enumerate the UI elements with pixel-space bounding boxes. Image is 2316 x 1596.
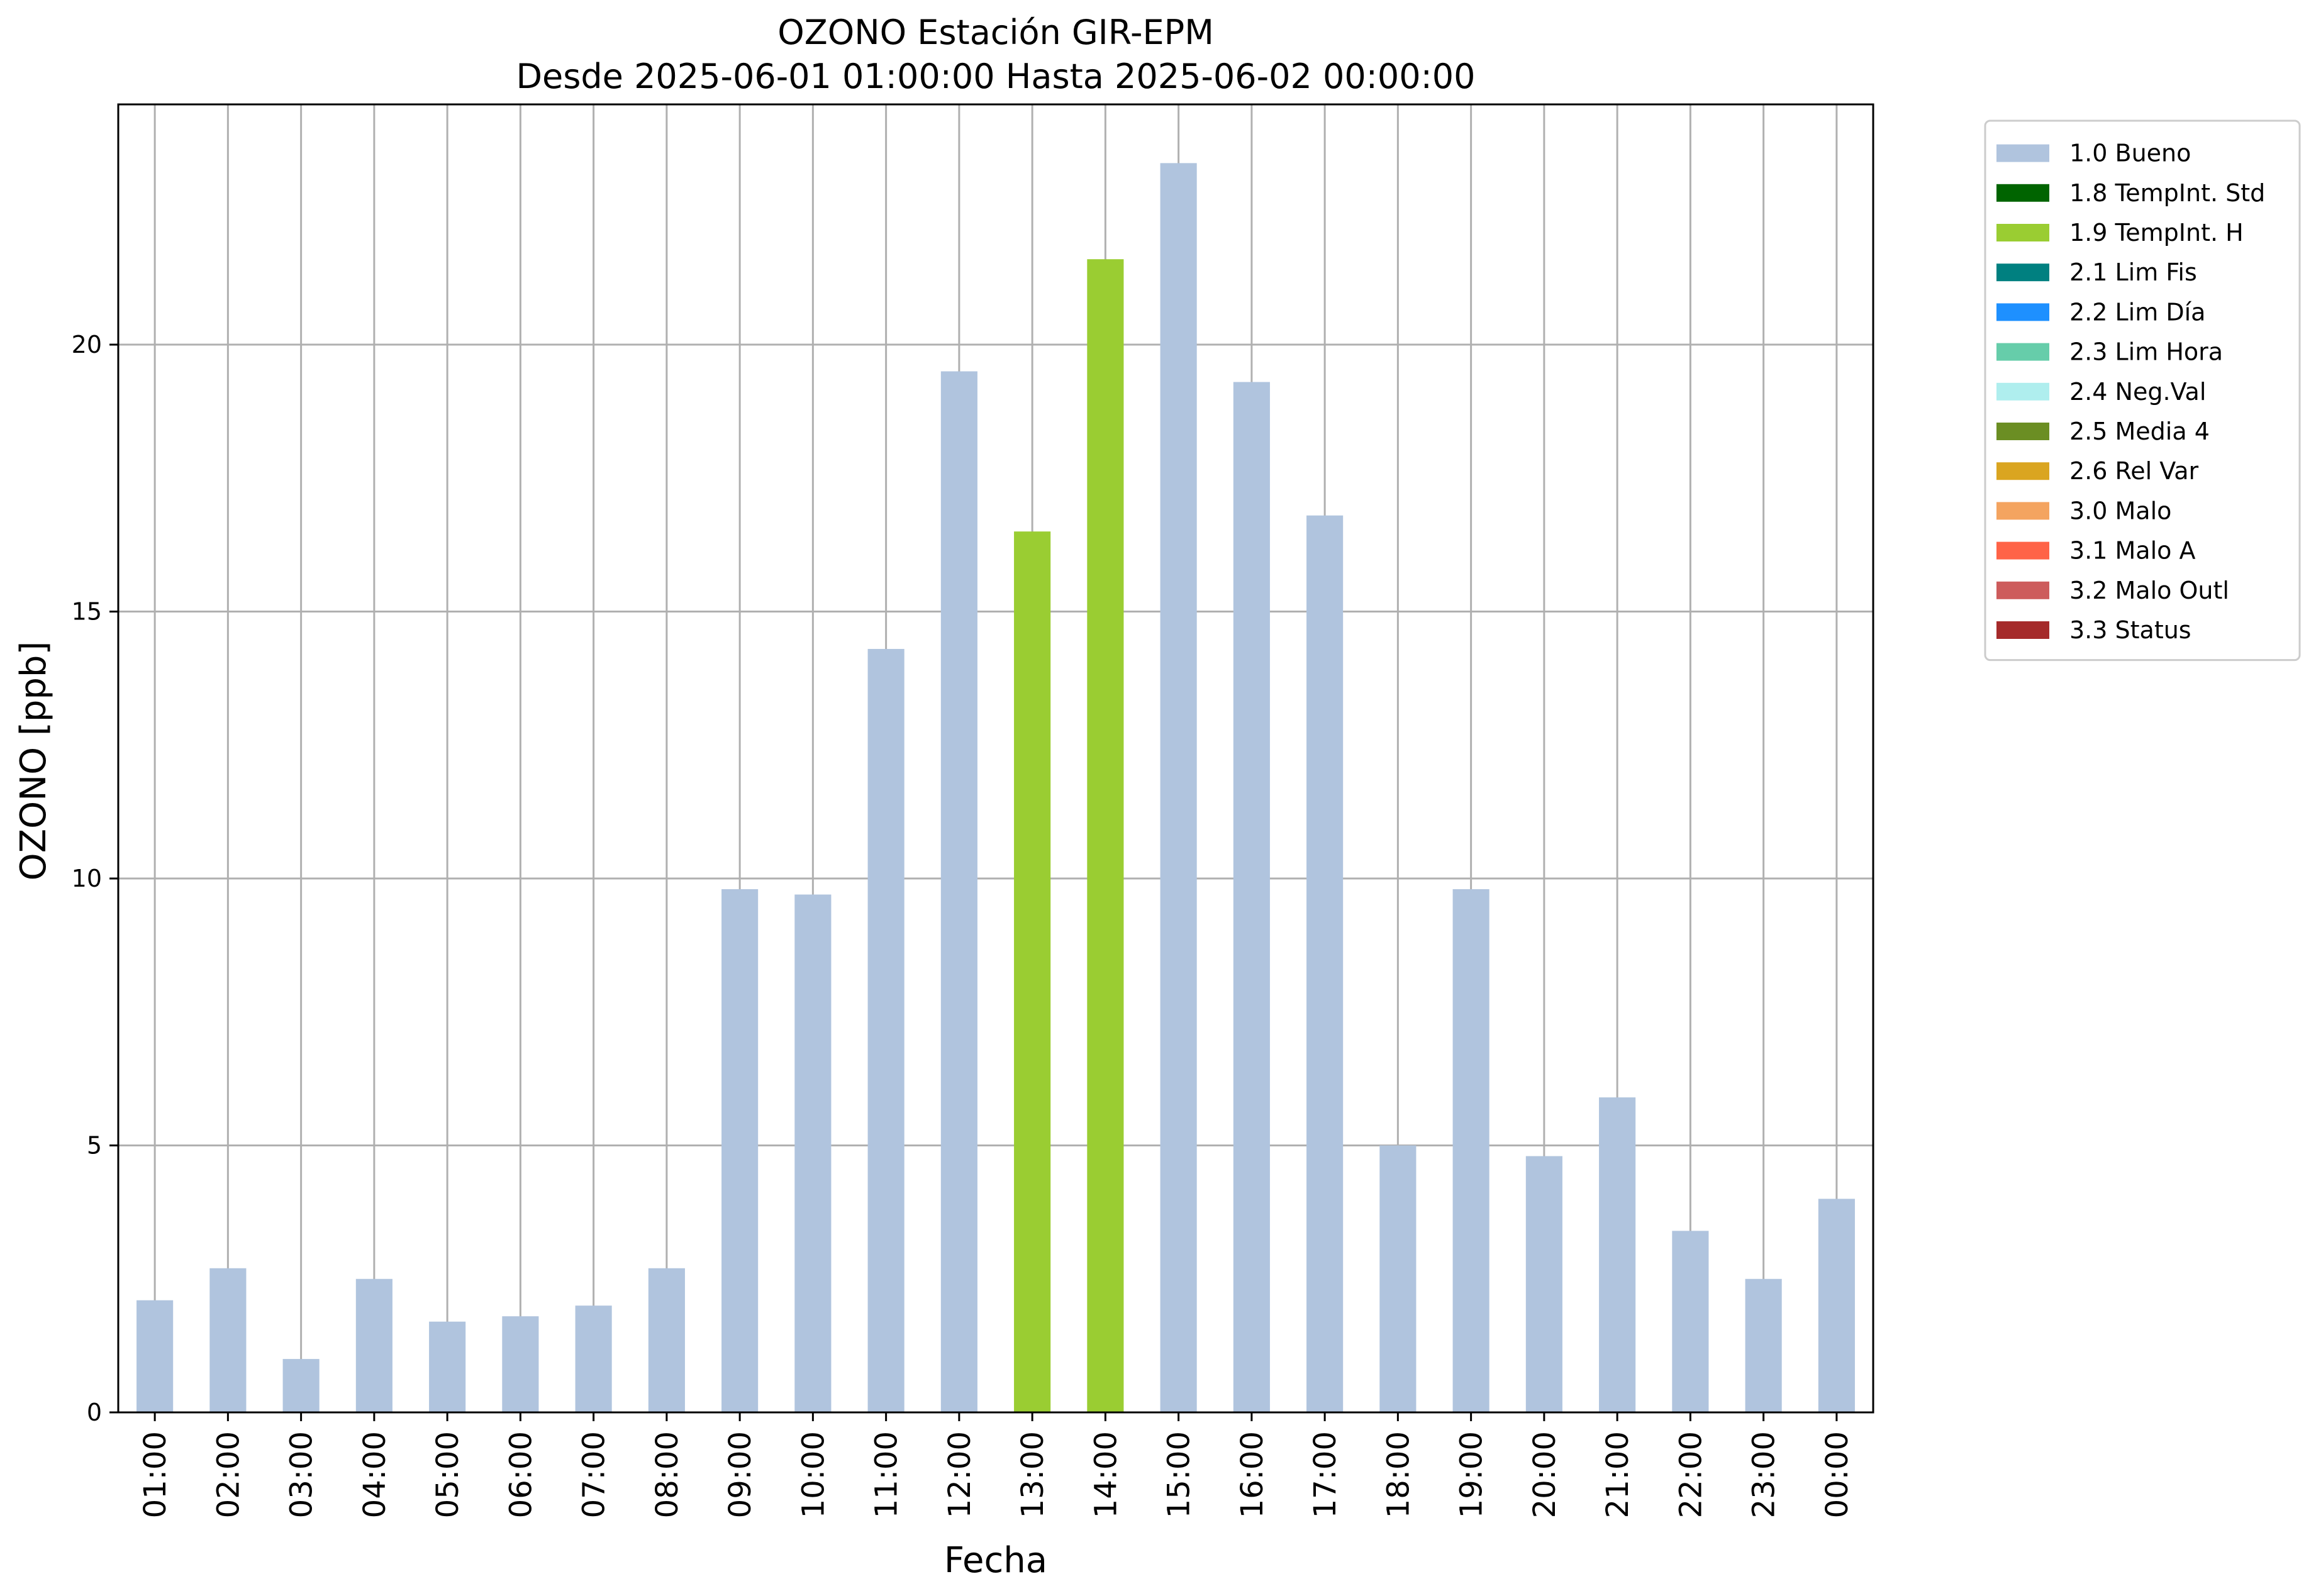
legend-label: 3.3 Status xyxy=(2069,616,2191,644)
legend-swatch xyxy=(1996,502,2049,520)
bar xyxy=(282,1359,320,1412)
x-tick-label: 16:00 xyxy=(1235,1431,1270,1518)
legend-swatch xyxy=(1996,621,2049,639)
x-tick-label: 08:00 xyxy=(650,1431,685,1518)
x-tick-label: 10:00 xyxy=(796,1431,831,1518)
legend-label: 2.4 Neg.Val xyxy=(2069,378,2206,406)
bar xyxy=(502,1316,539,1412)
bar xyxy=(1818,1199,1855,1412)
bar xyxy=(575,1305,612,1412)
x-tick-label: 00:00 xyxy=(1820,1431,1855,1518)
y-tick-label: 10 xyxy=(72,865,102,892)
x-tick-label: 03:00 xyxy=(284,1431,320,1518)
x-tick-label: 09:00 xyxy=(723,1431,758,1518)
legend-swatch xyxy=(1996,303,2049,321)
y-tick-label: 20 xyxy=(72,331,102,358)
axes: 0 5 10 15 20 01:00 02:00 03:00 04:00 05:00 06:00 07… xyxy=(72,103,1874,1518)
legend-label: 2.5 Media 4 xyxy=(2069,418,2210,445)
legend-swatch xyxy=(1996,343,2049,361)
x-tick-label: 14:00 xyxy=(1088,1431,1123,1518)
bar xyxy=(721,889,759,1412)
legend-swatch xyxy=(1996,144,2049,162)
legend-swatch xyxy=(1996,541,2049,560)
bar xyxy=(1306,515,1344,1412)
legend-swatch xyxy=(1996,263,2049,282)
legend-label: 2.3 Lim Hora xyxy=(2069,338,2223,366)
chart-title-line-2: Desde 2025-06-01 01:00:00 Hasta 2025-06-… xyxy=(516,57,1475,96)
x-tick-label: 23:00 xyxy=(1747,1431,1782,1518)
x-tick-label: 06:00 xyxy=(503,1431,538,1518)
x-tick-label: 21:00 xyxy=(1600,1431,1635,1518)
x-tick-label: 13:00 xyxy=(1015,1431,1050,1518)
x-axis-label: Fecha xyxy=(944,1540,1047,1581)
legend-label: 3.1 Malo A xyxy=(2069,537,2195,565)
x-tick-label: 11:00 xyxy=(869,1431,905,1518)
x-tick-label: 07:00 xyxy=(577,1431,612,1518)
x-tick-label: 02:00 xyxy=(211,1431,246,1518)
bar xyxy=(1452,889,1489,1412)
x-tick-label: 20:00 xyxy=(1527,1431,1562,1518)
plot-frame xyxy=(117,103,1874,1414)
bar xyxy=(940,371,977,1413)
bar xyxy=(1014,531,1051,1413)
legend-label: 2.1 Lim Fis xyxy=(2069,258,2197,286)
legend-swatch xyxy=(1996,423,2049,440)
bar xyxy=(1160,163,1197,1413)
x-tick-label: 01:00 xyxy=(138,1431,173,1518)
x-tick-label: 19:00 xyxy=(1454,1431,1489,1518)
bar xyxy=(429,1321,466,1412)
bar xyxy=(794,894,832,1412)
bar xyxy=(1672,1231,1709,1412)
legend-label: 3.0 Malo xyxy=(2069,497,2171,524)
legend-swatch xyxy=(1996,184,2049,202)
bar xyxy=(1379,1145,1417,1412)
x-tick-label: 12:00 xyxy=(942,1431,977,1518)
bar xyxy=(1525,1156,1562,1412)
legend-label: 2.6 Rel Var xyxy=(2069,457,2199,485)
y-tick-label: 0 xyxy=(87,1399,102,1426)
legend-swatch xyxy=(1996,581,2049,599)
y-axis-label: OZONO [ppb] xyxy=(13,641,54,881)
legend-swatch xyxy=(1996,462,2049,480)
x-tick-label: 18:00 xyxy=(1381,1431,1416,1518)
bar xyxy=(355,1278,392,1412)
bar xyxy=(648,1268,685,1412)
bar xyxy=(867,648,905,1412)
bar xyxy=(1087,259,1124,1412)
legend-label: 1.8 TempInt. Std xyxy=(2069,179,2265,207)
y-tick-label: 5 xyxy=(87,1132,102,1160)
bar xyxy=(136,1300,174,1412)
x-tick-label: 17:00 xyxy=(1308,1431,1343,1518)
legend: 1.0 Bueno 1.8 TempInt. Std 1.9 TempInt. H 2… xyxy=(1984,119,2301,662)
x-tick-label: 15:00 xyxy=(1162,1431,1197,1518)
legend-box xyxy=(1984,119,2301,662)
x-tick-label: 22:00 xyxy=(1673,1431,1708,1518)
legend-swatch xyxy=(1996,224,2049,241)
legend-swatch xyxy=(1996,382,2049,401)
bar xyxy=(1233,382,1270,1412)
legend-label: 3.2 Malo Outl xyxy=(2069,577,2229,604)
x-tick-label: 05:00 xyxy=(430,1431,465,1518)
legend-label: 1.0 Bueno xyxy=(2069,140,2191,167)
bars xyxy=(136,163,1855,1413)
bar xyxy=(1599,1097,1636,1412)
legend-label: 1.9 TempInt. H xyxy=(2069,219,2244,247)
bar xyxy=(209,1268,247,1412)
bar xyxy=(1745,1278,1782,1412)
y-tick-label: 15 xyxy=(72,598,102,626)
legend-label: 2.2 Lim Día xyxy=(2069,298,2205,326)
x-tick-label: 04:00 xyxy=(357,1431,392,1518)
chart-title-line-1: OZONO Estación GIR-EPM xyxy=(777,13,1214,52)
